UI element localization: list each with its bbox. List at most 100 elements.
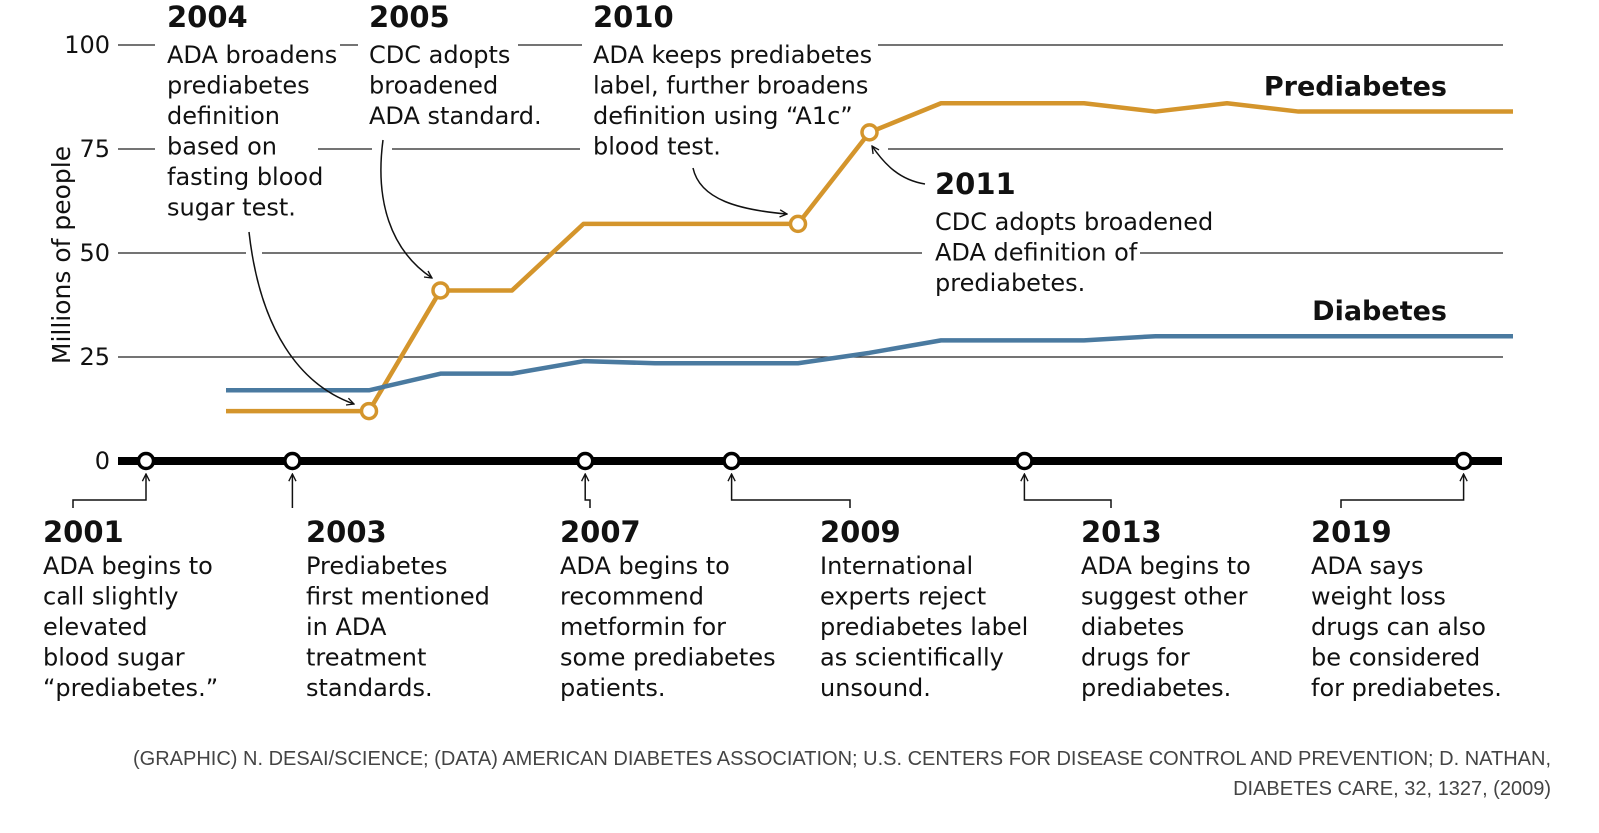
timeline-year-2001: 2001 — [43, 515, 124, 549]
annotation-text-2010-0: ADA keeps prediabetes — [593, 41, 872, 69]
credit-line-1: (GRAPHIC) N. DESAI/SCIENCE; (DATA) AMERI… — [133, 748, 1551, 770]
timeline-year-2003: 2003 — [306, 515, 387, 549]
annotation-arrow-2011 — [872, 146, 926, 185]
annotation-text-2004-2: definition — [167, 102, 280, 130]
timeline-text-2003-3: treatment — [306, 644, 426, 672]
timeline-year-2007: 2007 — [560, 515, 641, 549]
y-tick-label-75: 75 — [79, 135, 110, 163]
diabetes-line — [226, 333, 1513, 393]
annotation-year-2004: 2004 — [167, 0, 248, 34]
marker-2011 — [860, 123, 879, 142]
annotation-arrow-2005 — [380, 139, 432, 278]
y-tick-label-50: 50 — [79, 239, 110, 267]
gridlines — [118, 44, 1503, 358]
timeline-entry-2009: 2009 International experts rejectprediabet… — [722, 451, 1028, 702]
timeline-marker-2007 — [575, 451, 595, 471]
timeline-text-2003-2: in ADA — [306, 613, 387, 641]
timeline-text-2013-3: drugs for — [1081, 644, 1190, 672]
annotation-text-2005-0: CDC adopts — [369, 41, 510, 69]
annotation-text-2005-1: broadened — [369, 72, 498, 100]
timeline-connector-2009 — [732, 474, 851, 508]
timeline-text-2019-3: be considered — [1311, 644, 1480, 672]
timeline-text-2001-0: ADA begins to — [43, 552, 213, 580]
timeline-marker-2003 — [283, 451, 302, 471]
series-lines: Prediabetes Diabetes — [226, 72, 1513, 421]
timeline-text-2007-1: recommend — [560, 583, 704, 611]
annotation-text-2004-0: ADA broadens — [167, 41, 337, 69]
marker-2004 — [359, 401, 379, 421]
timeline-text-2007-0: ADA begins to — [560, 552, 730, 580]
timeline-year-2013: 2013 — [1081, 515, 1162, 549]
annotation-text-2004-3: based on — [167, 133, 277, 161]
timeline-text-2013-4: prediabetes. — [1081, 674, 1231, 702]
timeline-text-2019-4: for prediabetes. — [1311, 674, 1502, 702]
y-axis: 0 25 50 75 100 Millions of people — [47, 31, 110, 475]
timeline-text-2013-2: diabetes — [1081, 613, 1184, 641]
annotation-text-2011-1: ADA definition of — [935, 239, 1138, 267]
timeline-marker-2009 — [722, 451, 741, 471]
timeline-marker-2001 — [136, 451, 156, 471]
timeline-text-2019-1: weight loss — [1311, 583, 1446, 611]
annotation-arrow-2004 — [248, 231, 354, 404]
y-tick-label-25: 25 — [79, 343, 110, 371]
annotation-text-2010-1: label, further broadens — [593, 72, 868, 100]
y-axis-label: Millions of people — [47, 146, 76, 364]
timeline-text-2009-1: experts reject — [820, 583, 986, 611]
marker-2005 — [431, 281, 450, 300]
annotation-2010: 2010 ADA keeps prediabetes label, further … — [593, 0, 872, 161]
annotation-year-2011: 2011 — [935, 167, 1016, 201]
marker-2010 — [788, 214, 808, 234]
timeline-connector-2013 — [1024, 474, 1112, 508]
annotation-2011: 2011 CDC adopts broadened ADA definition o… — [935, 167, 1213, 297]
annotation-text-2011-0: CDC adopts broadened — [935, 208, 1213, 236]
timeline-marker-2019 — [1454, 451, 1473, 471]
timeline-text-2009-0: International — [820, 552, 973, 580]
annotation-text-2011-2: prediabetes. — [935, 269, 1085, 297]
timeline-text-2007-4: patients. — [560, 674, 666, 702]
annotation-year-2005: 2005 — [369, 0, 450, 34]
timeline-connector-2019 — [1340, 474, 1464, 508]
annotation-text-2004-1: prediabetes — [167, 72, 310, 100]
timeline-text-2007-3: some prediabetes — [560, 644, 776, 672]
y-tick-label-0: 0 — [95, 447, 110, 475]
credit-line-2: DIABETES CARE, 32, 1327, (2009) — [1233, 778, 1551, 800]
annotation-text-2004-5: sugar test. — [167, 194, 296, 222]
timeline-text-2003-4: standards. — [306, 674, 433, 702]
timeline-text-2013-0: ADA begins to — [1081, 552, 1251, 580]
annotation-year-2010: 2010 — [593, 0, 674, 34]
timeline-text-2007-2: metformin for — [560, 613, 726, 641]
timeline-text-2001-4: “prediabetes.” — [43, 674, 218, 702]
timeline-text-2003-0: Prediabetes — [306, 552, 447, 580]
timeline-text-2001-3: blood sugar — [43, 644, 185, 672]
annotation-text-2010-2: definition using “A1c” — [593, 102, 853, 130]
annotation-text-2010-3: blood test. — [593, 133, 721, 161]
timeline-text-2019-2: drugs can also — [1311, 613, 1486, 641]
timeline-marker-2013 — [1015, 451, 1034, 471]
timeline-text-2003-1: first mentioned — [306, 583, 490, 611]
y-tick-label-100: 100 — [64, 31, 110, 59]
timeline-text-2001-1: call slightly — [43, 583, 178, 611]
timeline-text-2009-3: as scientifically — [820, 644, 1004, 672]
annotation-arrow-2010 — [692, 167, 787, 214]
timeline-text-2009-4: unsound. — [820, 674, 931, 702]
timeline-connector-2007 — [585, 474, 591, 508]
annotation-text-2004-4: fasting blood — [167, 163, 323, 191]
timeline-text-2001-2: elevated — [43, 613, 148, 641]
diabetes-series-label: Diabetes — [1312, 296, 1447, 327]
timeline-year-2009: 2009 — [820, 515, 901, 549]
prediabetes-series-label: Prediabetes — [1264, 72, 1447, 103]
timeline-year-2019: 2019 — [1311, 515, 1392, 549]
annotation-text-2005-2: ADA standard. — [369, 102, 542, 130]
timeline-text-2009-2: prediabetes label — [820, 613, 1028, 641]
timeline-text-2013-1: suggest other — [1081, 583, 1248, 611]
